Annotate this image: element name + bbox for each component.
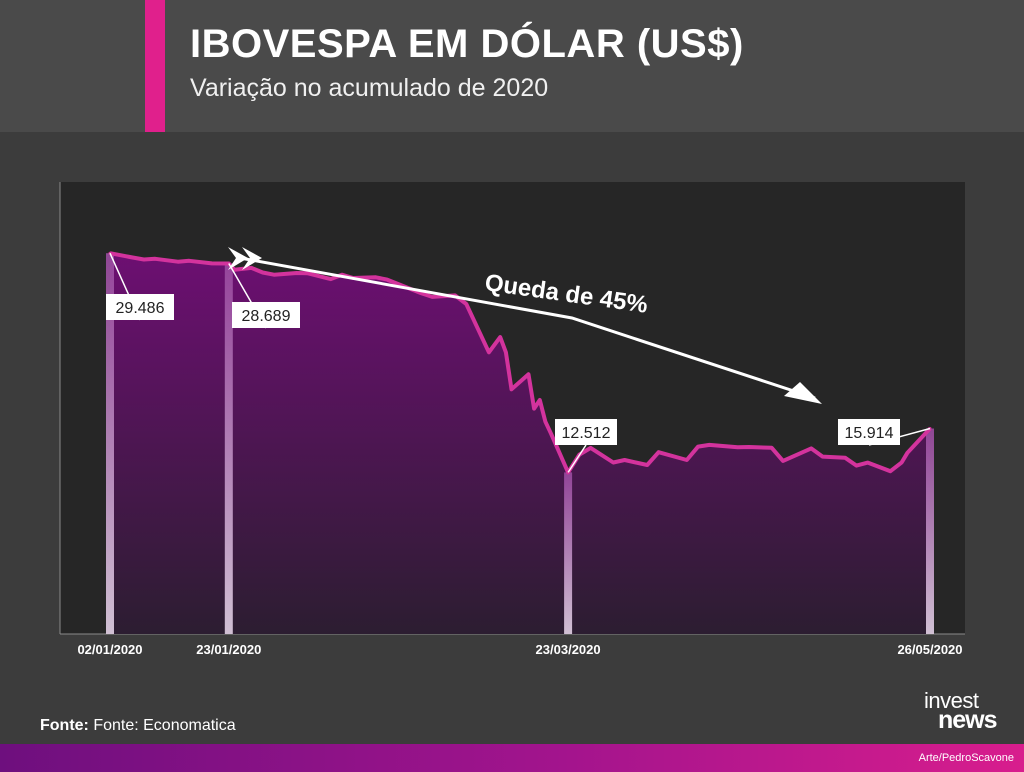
accent-bar: [145, 0, 165, 132]
x-tick-label: 02/01/2020: [77, 642, 142, 657]
trend-arrow-tail-icon: [228, 247, 262, 270]
data-label: 28.689: [242, 308, 291, 325]
data-point: [747, 445, 751, 449]
callout-box: [232, 302, 300, 328]
data-point: [538, 398, 542, 402]
data-point: [498, 335, 502, 339]
callout-box: [838, 419, 900, 445]
highlight-stem: [224, 263, 233, 634]
data-point: [611, 461, 615, 464]
chart-title: IBOVESPA EM DÓLAR (US$): [190, 22, 744, 66]
data-point: [487, 350, 491, 354]
data-point: [809, 446, 813, 450]
data-point: [527, 372, 530, 376]
data-point: [464, 302, 468, 306]
data-point: [623, 458, 627, 462]
data-point: [306, 271, 310, 275]
data-point: [589, 446, 593, 450]
data-point: [210, 261, 214, 265]
source-note: Fonte: Fonte: Economatica: [40, 717, 236, 735]
data-label: 12.512: [562, 425, 611, 442]
data-point: [685, 458, 689, 462]
data-label: 15.914: [845, 425, 894, 442]
x-tick-label: 26/05/2020: [897, 642, 962, 657]
data-point: [696, 445, 700, 449]
data-point: [272, 273, 276, 277]
bottom-bar: [0, 744, 1024, 772]
data-point: [657, 450, 661, 454]
logo-line-1: invest: [924, 688, 979, 713]
data-point: [843, 456, 847, 460]
data-point: [905, 451, 909, 455]
data-point: [736, 445, 740, 449]
data-point: [249, 266, 253, 270]
credit-text: Arte/PedroScavone: [918, 752, 1014, 764]
data-point: [510, 387, 513, 391]
data-point: [187, 259, 191, 263]
data-point: [900, 460, 904, 464]
data-point: [770, 446, 774, 450]
data-point: [295, 271, 299, 275]
highlight-stem: [564, 472, 573, 634]
investnews-logo: invest news: [922, 690, 1022, 738]
x-tick-label: 23/01/2020: [196, 642, 261, 657]
chart-area: Queda de 45% 29.486 28.689 12.512 15.914 02…: [0, 132, 1024, 692]
trend-arrow-line: [239, 256, 816, 400]
data-point: [385, 278, 389, 282]
data-point: [176, 260, 180, 264]
data-point: [821, 455, 825, 459]
callout-leader-line: [567, 444, 587, 473]
data-point: [707, 443, 711, 447]
data-point: [142, 258, 146, 261]
data-point: [532, 407, 536, 411]
highlight-stem: [926, 428, 934, 634]
data-point: [504, 350, 508, 354]
source-text: Fonte: Economatica: [93, 717, 236, 734]
data-point: [543, 420, 547, 424]
x-tick-label: 23/03/2020: [536, 642, 601, 657]
chart-subtitle: Variação no acumulado de 2020: [190, 74, 549, 102]
data-point: [866, 461, 870, 465]
highlight-stem: [106, 253, 114, 634]
data-point: [430, 295, 434, 299]
data-point: [888, 469, 892, 473]
data-point: [781, 459, 785, 463]
data-point: [374, 275, 378, 279]
data-point: [153, 257, 157, 261]
data-point: [261, 271, 265, 274]
data-point: [549, 432, 553, 436]
trend-arrow-head: [784, 382, 822, 404]
data-point: [329, 277, 333, 281]
data-point: [645, 463, 649, 467]
data-point: [131, 256, 135, 259]
data-point: [855, 464, 858, 468]
callout-box: [555, 419, 617, 445]
callout-box: [106, 294, 174, 320]
source-label: Fonte:: [40, 717, 89, 734]
header: IBOVESPA EM DÓLAR (US$) Variação no acum…: [0, 0, 1024, 132]
logo-line-2: news: [938, 706, 998, 734]
data-label: 29.486: [116, 300, 165, 317]
area-fill: [110, 253, 930, 634]
